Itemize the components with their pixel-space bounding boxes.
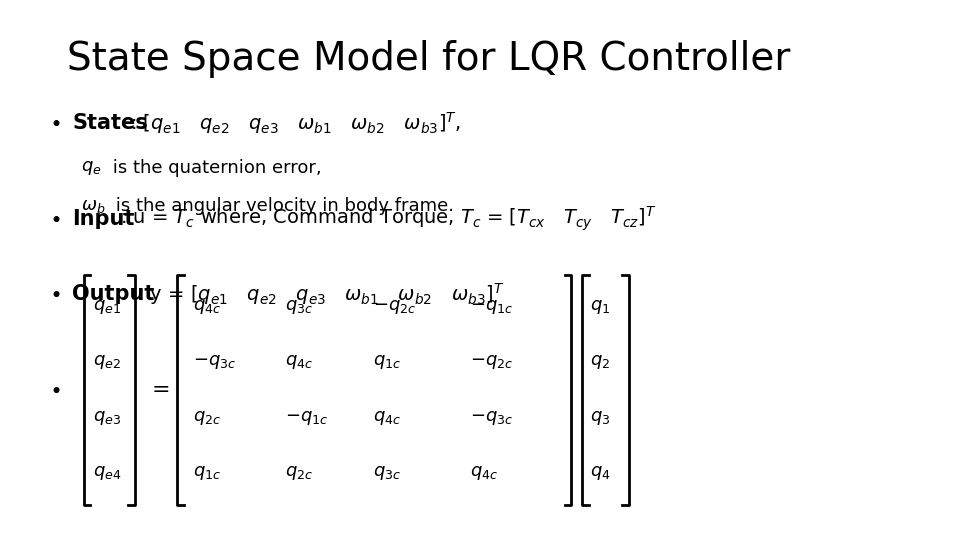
Text: $q_{1c}$: $q_{1c}$ [372, 354, 401, 372]
Text: $-q_{2c}$: $-q_{2c}$ [469, 354, 513, 372]
Text: Input: Input [72, 209, 134, 229]
Text: $q_{e3}$: $q_{e3}$ [93, 408, 121, 427]
Text: $q_4$: $q_4$ [589, 463, 611, 482]
Text: : u = $T_c$ where, Command Torque, $T_c$ = $[T_{cx} \quad T_{cy} \quad T_{cz}]^T: : u = $T_c$ where, Command Torque, $T_c$… [120, 205, 657, 233]
Text: $q_{e1}$: $q_{e1}$ [93, 299, 121, 316]
Text: $q_{e2}$: $q_{e2}$ [93, 354, 121, 372]
Text: Output: Output [72, 284, 155, 304]
Text: $q_2$: $q_2$ [589, 354, 610, 372]
Text: States: States [72, 113, 148, 133]
Text: =: = [152, 380, 170, 400]
Text: $\bullet$: $\bullet$ [49, 113, 60, 133]
Text: $q_{1c}$: $q_{1c}$ [193, 463, 221, 482]
Text: $q_{3c}$: $q_{3c}$ [372, 463, 401, 482]
Text: $q_1$: $q_1$ [589, 299, 611, 316]
Text: $q_{4c}$: $q_{4c}$ [193, 299, 221, 316]
Text: : y = $[q_{e1} \quad q_{e2} \quad q_{e3} \quad \omega_{b1} \quad \omega_{b2} \qu: : y = $[q_{e1} \quad q_{e2} \quad q_{e3}… [136, 281, 504, 307]
Text: $-q_{1c}$: $-q_{1c}$ [469, 299, 513, 316]
Text: State Space Model for LQR Controller: State Space Model for LQR Controller [67, 40, 791, 78]
Text: $q_e$: $q_e$ [82, 159, 102, 178]
Text: $-q_{2c}$: $-q_{2c}$ [372, 299, 417, 316]
Text: $q_{4c}$: $q_{4c}$ [285, 354, 313, 372]
Text: is the quaternion error,: is the quaternion error, [108, 159, 322, 178]
Text: $q_{e4}$: $q_{e4}$ [93, 463, 122, 482]
Text: $\bullet$: $\bullet$ [49, 284, 60, 304]
Text: is the angular velocity in body frame.: is the angular velocity in body frame. [109, 197, 454, 215]
Text: $-q_{1c}$: $-q_{1c}$ [285, 408, 328, 427]
Text: $-q_{3c}$: $-q_{3c}$ [193, 354, 236, 372]
Text: $-q_{3c}$: $-q_{3c}$ [469, 408, 513, 427]
Text: $\omega_b$: $\omega_b$ [82, 197, 106, 215]
Text: $q_3$: $q_3$ [589, 408, 611, 427]
Text: $q_{3c}$: $q_{3c}$ [285, 299, 313, 316]
Text: $\bullet$: $\bullet$ [49, 209, 60, 229]
Text: : $[q_{e1} \quad q_{e2} \quad q_{e3} \quad \omega_{b1} \quad \omega_{b2} \quad \: : $[q_{e1} \quad q_{e2} \quad q_{e3} \qu… [131, 110, 461, 136]
Text: $q_{4c}$: $q_{4c}$ [372, 408, 401, 427]
Text: $\bullet$: $\bullet$ [49, 380, 60, 400]
Text: $q_{2c}$: $q_{2c}$ [193, 408, 221, 427]
Text: $q_{2c}$: $q_{2c}$ [285, 463, 313, 482]
Text: $q_{4c}$: $q_{4c}$ [469, 463, 498, 482]
